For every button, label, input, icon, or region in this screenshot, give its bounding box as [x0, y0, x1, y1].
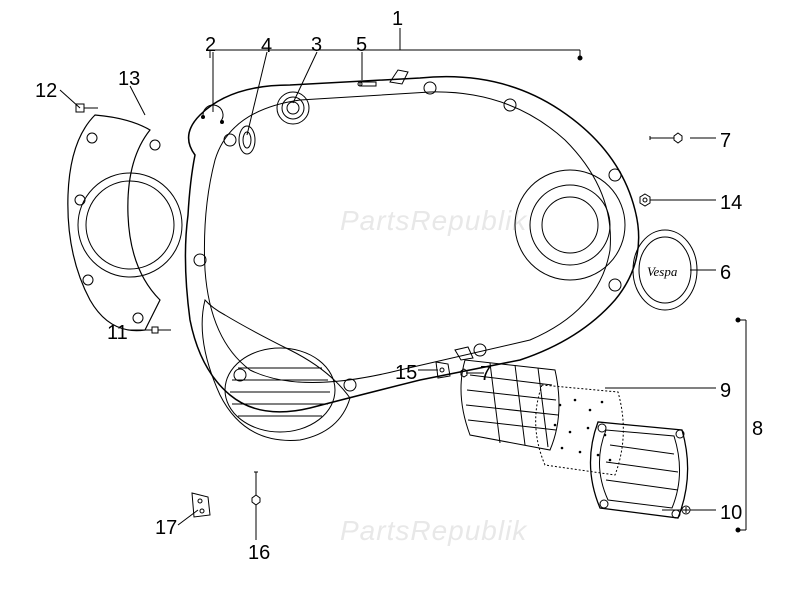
callout-7a: 7	[720, 130, 731, 153]
exploded-diagram: PartsRepublik PartsRepublik	[0, 0, 800, 600]
callout-3: 3	[311, 34, 322, 57]
callout-13: 13	[118, 68, 140, 91]
callout-9: 9	[720, 380, 731, 403]
callout-10: 10	[720, 502, 742, 525]
callout-14: 14	[720, 192, 742, 215]
callout-4: 4	[261, 35, 272, 58]
callout-2: 2	[205, 34, 216, 57]
callout-16: 16	[248, 542, 270, 565]
callout-7b: 7	[480, 363, 491, 386]
callout-11: 11	[107, 322, 128, 345]
callout-1: 1	[392, 8, 403, 31]
callout-15: 15	[395, 362, 417, 385]
svg-text:Vespa: Vespa	[647, 264, 678, 279]
callout-8: 8	[752, 418, 763, 441]
callout-5: 5	[356, 34, 367, 57]
callout-12: 12	[35, 80, 57, 103]
callout-17: 17	[155, 517, 177, 540]
callout-6: 6	[720, 262, 731, 285]
